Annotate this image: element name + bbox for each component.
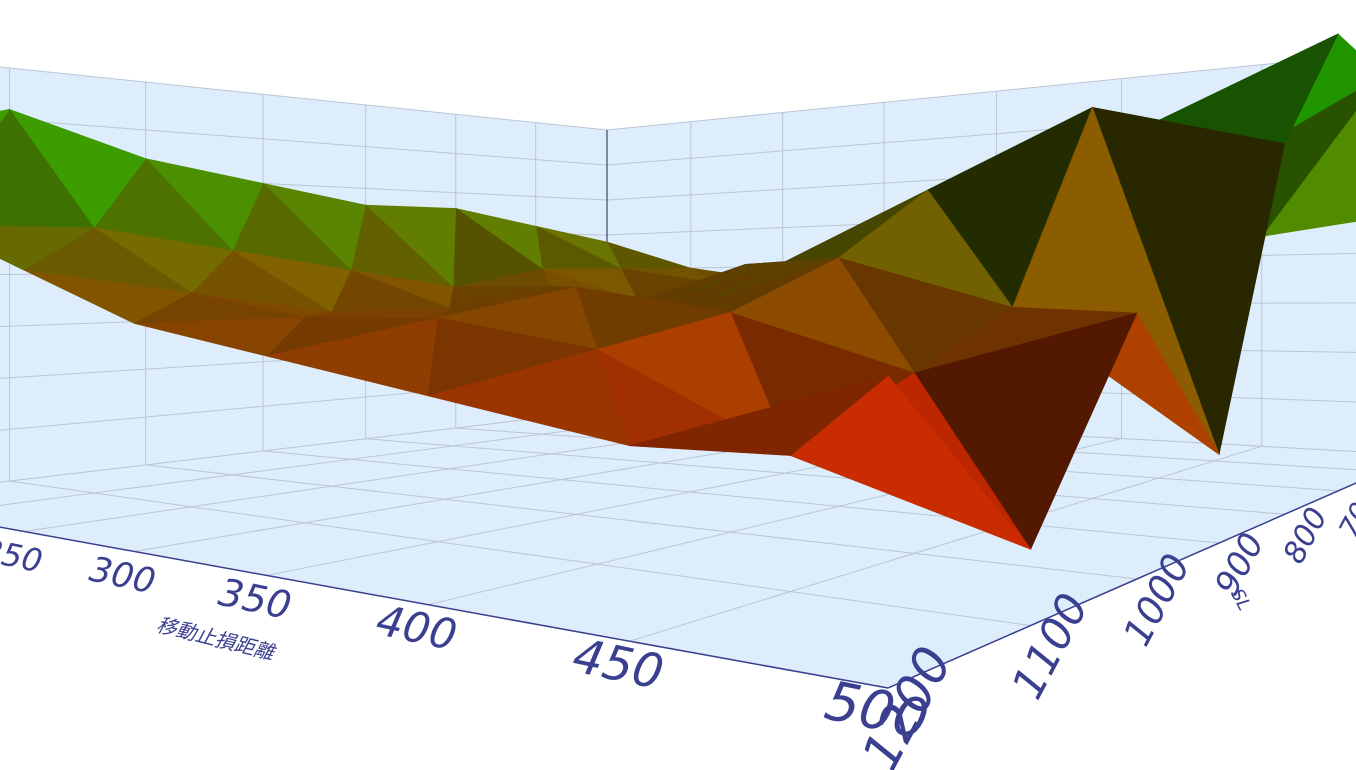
grid-line	[0, 118, 608, 166]
surface-facet	[0, 108, 11, 124]
surface-facet	[426, 348, 630, 447]
surface-facet	[0, 225, 96, 271]
surface-facet	[629, 375, 889, 456]
x-tick-label: 300	[86, 550, 159, 603]
grid-line	[145, 464, 1137, 580]
x-axis	[0, 526, 889, 689]
grid-line	[629, 445, 1262, 642]
grid-line	[263, 450, 1220, 544]
surface-facet	[134, 316, 306, 357]
grid-line	[0, 414, 691, 506]
y-axis	[887, 482, 1356, 689]
surface	[0, 33, 1356, 550]
grid-line	[9, 480, 1031, 627]
x-tick-label: 250	[0, 532, 46, 581]
grid-line	[365, 438, 1285, 515]
